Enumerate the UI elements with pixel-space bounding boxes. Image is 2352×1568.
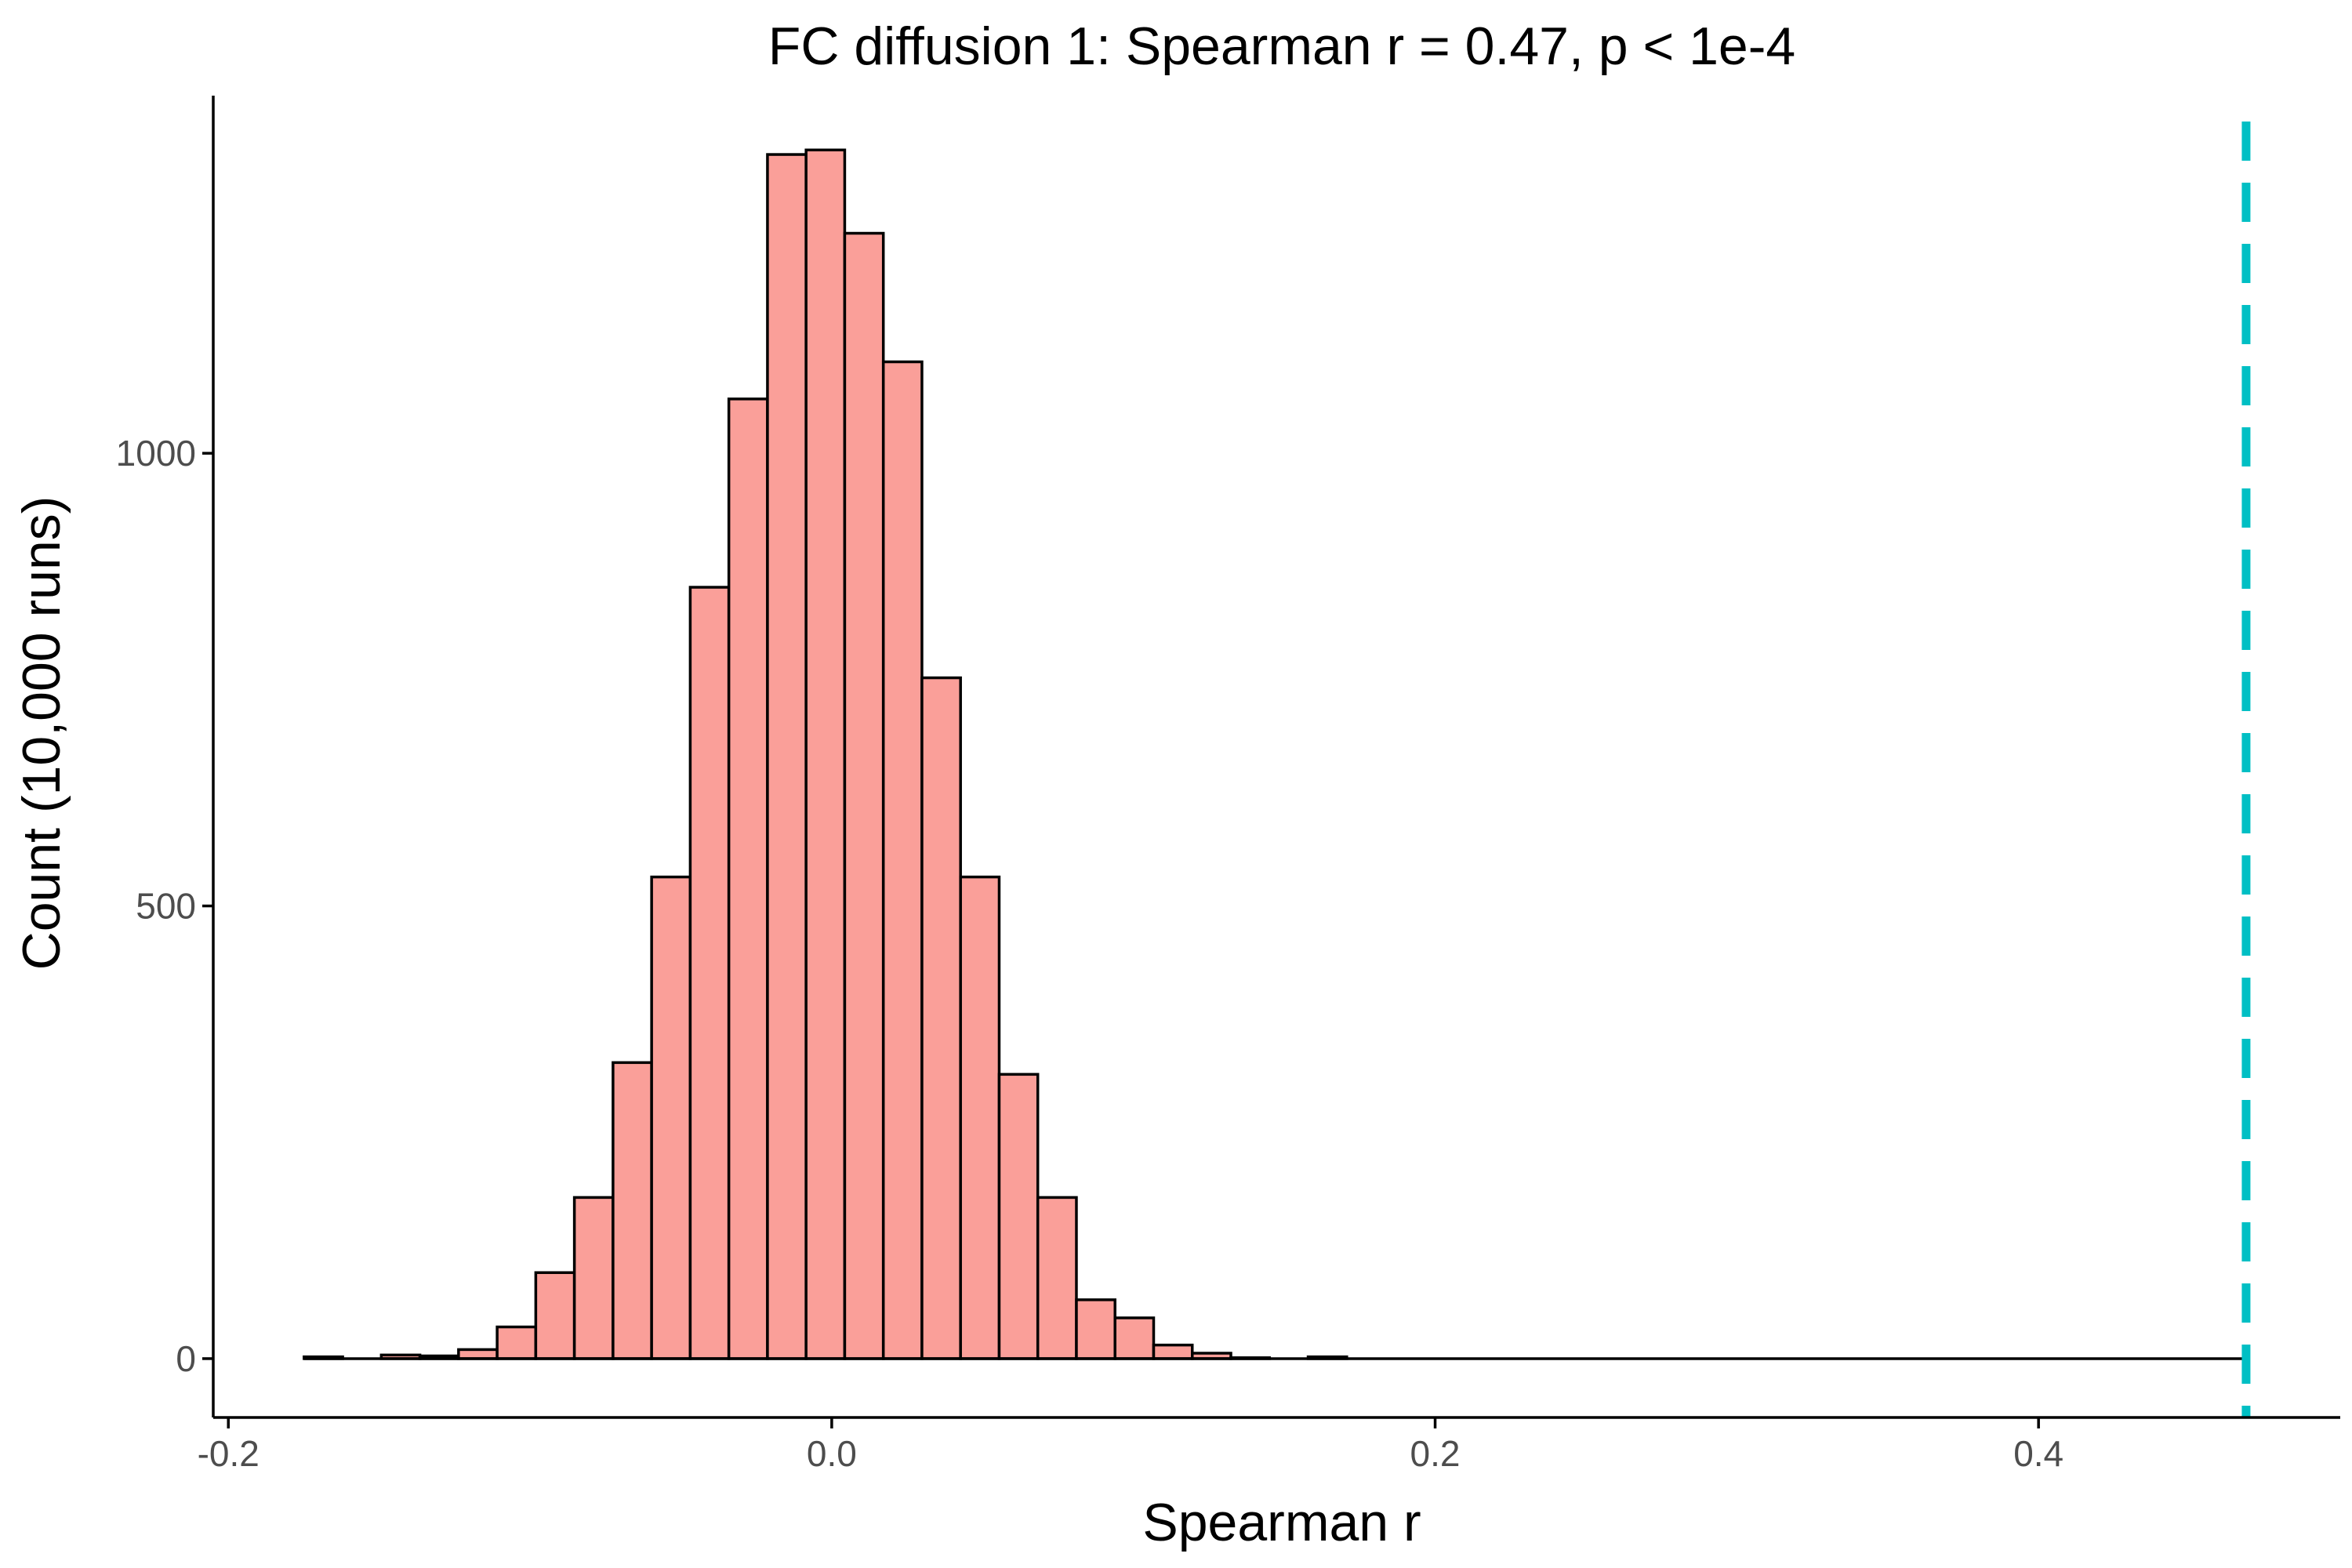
histogram-bar-11	[727, 397, 769, 1360]
y-axis: 0 500 1000	[116, 96, 215, 1417]
histogram-bar-16	[920, 676, 962, 1360]
x-tick-label-3: 0.4	[2013, 1433, 2063, 1474]
x-tick-label-1: 0.0	[807, 1433, 857, 1474]
x-axis: -0.2 0.0 0.2 0.4	[198, 1416, 2340, 1474]
histogram-bar-10	[688, 586, 731, 1360]
histogram-bar-20	[1075, 1298, 1116, 1360]
histogram-bar-12	[766, 153, 808, 1360]
histogram-bar-21	[1113, 1316, 1156, 1360]
histogram-bar-22	[1152, 1343, 1194, 1360]
chart-title: FC diffusion 1: Spearman r = 0.47, p < 1…	[768, 16, 1795, 76]
x-tick-label-2: 0.2	[1410, 1433, 1461, 1474]
y-tick-label-1: 500	[136, 886, 196, 927]
x-tick-label-0: -0.2	[198, 1433, 260, 1474]
histogram-bar-8	[612, 1061, 653, 1360]
y-tick-label-2: 1000	[116, 433, 196, 474]
histogram-bar-17	[959, 875, 1001, 1360]
y-axis-label: Count (10,000 runs)	[12, 496, 71, 971]
histogram-bar-18	[997, 1073, 1040, 1360]
histogram-bar-13	[804, 148, 847, 1360]
x-axis-label: Spearman r	[1142, 1493, 1421, 1552]
histogram-bar-9	[650, 875, 692, 1360]
histogram-bar-7	[572, 1196, 615, 1360]
histogram-bar-19	[1036, 1196, 1078, 1360]
histogram-bar-6	[534, 1271, 576, 1360]
histogram-bar-15	[881, 360, 924, 1360]
histogram-bar-5	[495, 1325, 538, 1360]
histogram-bar-14	[843, 231, 885, 1360]
histogram-bars	[303, 148, 1348, 1360]
y-tick-label-0: 0	[176, 1338, 196, 1379]
